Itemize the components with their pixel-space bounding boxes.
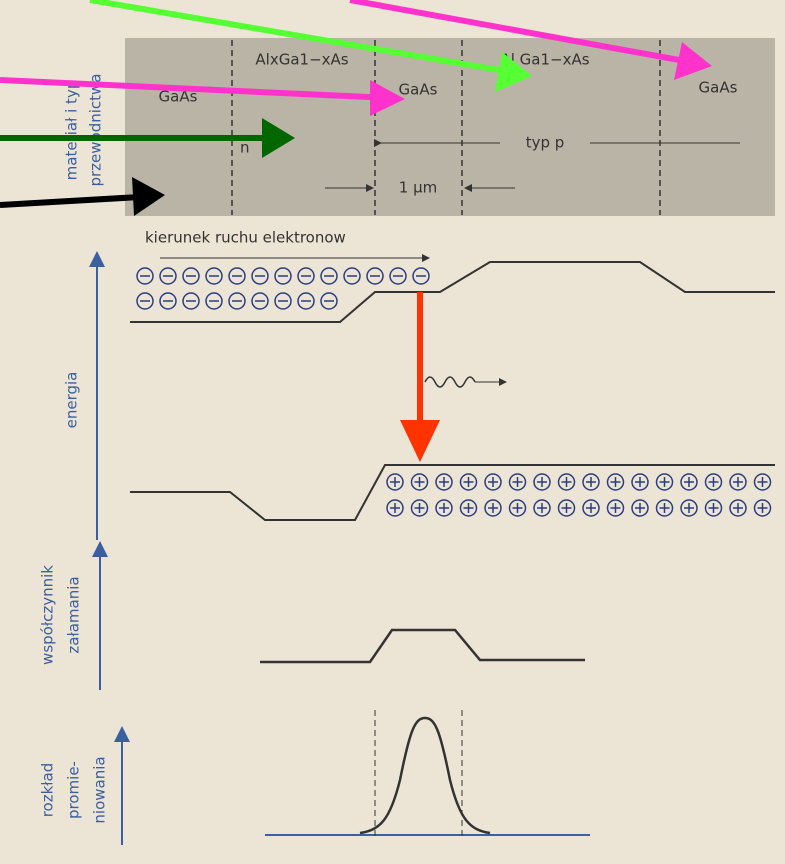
layer-label: GaAs: [399, 81, 438, 99]
type-label: n: [240, 139, 250, 157]
axis-label: promie-: [65, 761, 83, 819]
axis-label: załamania: [65, 576, 83, 653]
dimension-label: 1 µm: [399, 179, 437, 197]
axis-label: energia: [63, 372, 81, 429]
layer-label: GaAs: [699, 79, 738, 97]
diagram: materiał i typ przewodnictwa GaAs AlxGa1…: [0, 0, 785, 864]
direction-label: kierunek ruchu elektronow: [145, 229, 346, 247]
axis-label: rozkład: [39, 763, 57, 818]
axis-label: przewodnictwa: [87, 73, 105, 186]
layer-label: AlxGa1−xAs: [255, 51, 348, 69]
axis-label: współczynnik: [39, 565, 57, 665]
axis-label: materiał i typ: [63, 80, 81, 181]
axis-label: niowania: [91, 756, 109, 823]
type-label: typ p: [526, 134, 565, 152]
